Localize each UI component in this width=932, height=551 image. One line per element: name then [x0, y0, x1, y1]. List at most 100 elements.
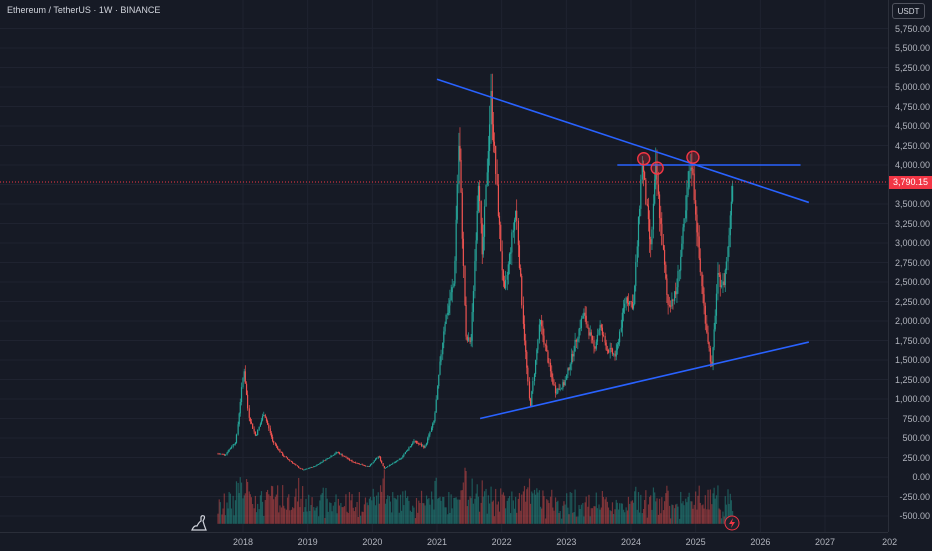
- candle-body: [384, 467, 387, 469]
- time-axis-label: 2020: [362, 537, 383, 547]
- candle-body: [453, 283, 455, 288]
- lightning-icon[interactable]: [724, 515, 740, 531]
- chart-plot-area[interactable]: [0, 0, 888, 532]
- candle-body: [627, 302, 630, 305]
- volume-bar: [232, 495, 234, 524]
- volume-bar: [277, 485, 279, 524]
- volume-bar: [727, 489, 729, 524]
- highlight-circle-top-circle-1[interactable]: [637, 152, 651, 166]
- candle-body: [337, 452, 339, 454]
- candle-body: [229, 448, 231, 450]
- highlight-circle-top-circle-3[interactable]: [686, 150, 700, 164]
- candle-body: [486, 172, 488, 185]
- candle-body: [585, 315, 587, 325]
- volume-bar: [728, 503, 730, 524]
- volume-bar: [547, 500, 549, 524]
- candle-body: [402, 456, 404, 458]
- volume-bar: [650, 495, 652, 524]
- price-axis[interactable]: 5,750.00 5,500.00 5,250.00 5,000.00 4,750.00…: [888, 0, 932, 532]
- candle-body: [557, 388, 559, 393]
- candle-body: [559, 388, 561, 390]
- volume-bar: [419, 502, 421, 524]
- candle-body: [504, 279, 507, 289]
- candle-body: [635, 262, 637, 286]
- candle-body: [723, 281, 725, 285]
- volume-bar: [626, 510, 628, 524]
- volume-bar: [624, 512, 626, 524]
- trendline-ascending-support[interactable]: [479, 341, 810, 420]
- volume-bar: [517, 498, 519, 524]
- candle-body: [218, 453, 220, 455]
- candle-body: [532, 380, 534, 392]
- trendline-descending-resistance[interactable]: [436, 78, 810, 204]
- candle-body: [663, 249, 666, 265]
- volume-bar: [238, 493, 240, 524]
- volume-bar: [366, 502, 368, 524]
- volume-bar: [415, 497, 418, 524]
- volume-bar: [520, 510, 522, 524]
- candle-body: [569, 364, 571, 370]
- candle-body: [496, 173, 498, 185]
- candle-body: [462, 238, 464, 266]
- price-axis-label: 3,000.00: [894, 238, 930, 248]
- price-axis-label: 1,500.00: [894, 355, 930, 365]
- candle-body: [666, 278, 668, 295]
- time-axis-label: 2021: [426, 537, 448, 547]
- volume-bar: [431, 491, 433, 524]
- candle-body: [428, 434, 430, 439]
- volume-bar: [679, 518, 681, 524]
- candle-body: [714, 315, 716, 330]
- candle-body: [526, 351, 528, 368]
- candle-body: [529, 398, 532, 406]
- candle-body: [310, 467, 312, 468]
- candle-body: [255, 435, 258, 436]
- candle-body: [702, 286, 704, 295]
- candle-body: [631, 301, 634, 309]
- candle-body: [296, 465, 299, 467]
- volume-bar: [652, 487, 655, 524]
- candle-body: [324, 460, 326, 462]
- candle-body: [439, 361, 441, 375]
- volume-bar: [263, 515, 265, 524]
- candle-body: [516, 210, 518, 221]
- candle-body: [394, 461, 397, 463]
- candle-body: [413, 440, 415, 444]
- currency-button[interactable]: USDT: [892, 3, 925, 19]
- candle-body: [515, 210, 517, 220]
- candle-body: [366, 465, 368, 467]
- candle-body: [321, 461, 323, 463]
- volume-bar: [683, 505, 685, 524]
- candle-body: [266, 420, 269, 425]
- candle-body: [491, 90, 493, 125]
- tradingview-logo-icon[interactable]: [190, 513, 210, 531]
- candle-body: [703, 294, 705, 306]
- volume-bar: [671, 504, 673, 524]
- candle-body: [343, 456, 346, 457]
- candle-body: [695, 200, 697, 215]
- candle-body: [303, 469, 305, 471]
- highlight-circle-top-circle-2[interactable]: [650, 161, 664, 175]
- candle-body: [411, 444, 413, 447]
- candle-body: [612, 353, 615, 355]
- symbol-title[interactable]: Ethereum / TetherUS · 1W · BINANCE: [7, 5, 161, 15]
- price-axis-label: 5,250.00: [894, 62, 930, 73]
- drawings[interactable]: [436, 78, 810, 420]
- time-axis[interactable]: 2018 2019 2020 2021 2022 2023 2024 2025 2026 2027…: [0, 532, 897, 551]
- volume-bar: [249, 494, 251, 524]
- volume-bar: [662, 510, 665, 524]
- volume-bar: [719, 509, 721, 524]
- candle-body: [730, 201, 732, 216]
- volume-bar: [720, 518, 723, 524]
- volume-bar: [224, 515, 226, 524]
- time-axis-label: 2025: [685, 537, 706, 547]
- volume-bar: [723, 516, 725, 524]
- candle-body: [283, 455, 285, 457]
- candle-body: [245, 383, 248, 395]
- candle-body: [359, 464, 362, 465]
- volume-bar: [373, 496, 375, 524]
- volume-bar: [693, 504, 695, 524]
- candle-body: [315, 465, 317, 467]
- volume-bar: [308, 494, 310, 524]
- volume-bar: [291, 507, 294, 524]
- volume-bar: [417, 512, 419, 524]
